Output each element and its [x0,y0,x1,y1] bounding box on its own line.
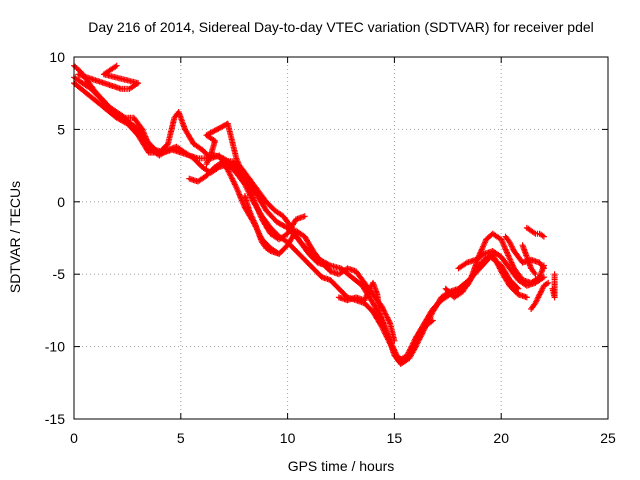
data-point-markers [203,120,308,243]
x-tick-label: 10 [280,430,296,446]
series-arc-3 [71,80,398,344]
y-tick-label: -5 [53,266,66,282]
series-arc-8 [335,279,436,365]
x-tick-label: 15 [387,430,403,446]
chart-title: Day 216 of 2014, Sidereal Day-to-day VTE… [88,19,594,35]
y-tick-label: 10 [49,49,65,65]
data-point-markers [71,62,522,367]
data-points [71,62,558,367]
axis-ticks: 0 5 10 15 20 25 -15 -10 -5 0 5 10 [45,49,616,446]
series-arc-1 [71,62,522,367]
y-tick-label: -15 [45,411,65,427]
x-axis-label: GPS time / hours [288,458,395,474]
y-tick-label: 0 [57,194,65,210]
x-tick-label: 25 [600,430,616,446]
data-point-markers [523,224,547,240]
series-arc-14 [528,279,552,312]
series-arc-15 [549,271,558,301]
x-tick-label: 5 [177,430,185,446]
data-point-markers [455,248,547,289]
y-tick-label: 5 [57,121,65,137]
data-point-markers [528,279,552,312]
y-axis-label: SDTVAR / TECUs [7,181,23,293]
x-tick-label: 20 [493,430,509,446]
plot-frame [73,56,609,420]
series-arc-7 [241,193,283,257]
data-point-markers [549,271,558,301]
data-point-markers [519,242,539,278]
x-tick-label: 0 [70,430,78,446]
series-arc-10 [455,248,547,289]
series-arc-4 [75,62,142,92]
data-point-markers [75,62,142,92]
series-arc-12 [519,242,539,278]
data-point-markers [335,279,436,365]
series-arc-6 [203,120,308,243]
data-point-markers [71,80,398,344]
series-arc-13 [523,224,547,240]
y-tick-label: -10 [45,339,65,355]
data-point-markers [241,193,283,257]
grid-lines [74,57,608,419]
